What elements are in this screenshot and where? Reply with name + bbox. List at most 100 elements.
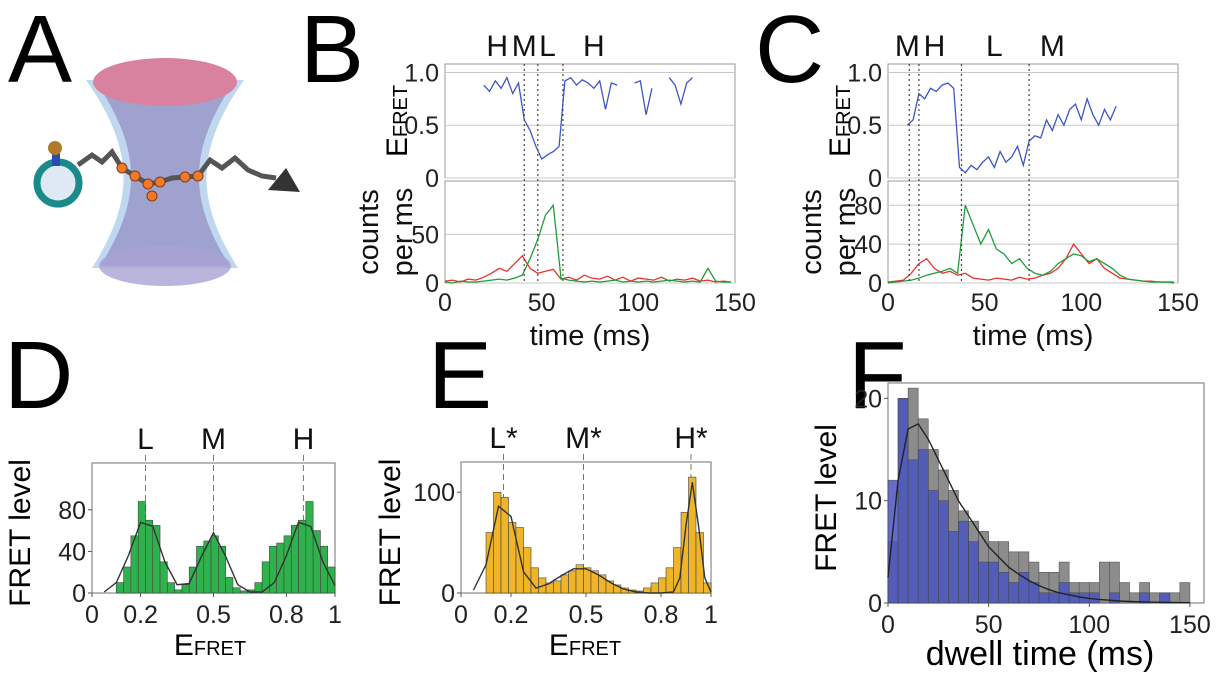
- hist-bar: [978, 561, 989, 604]
- y-tick-label: 20: [854, 385, 882, 413]
- y-tick-label: 0.5: [404, 112, 439, 140]
- hist-bar: [116, 582, 124, 594]
- hist-bar: [673, 547, 682, 594]
- x-tick-label: 0.2: [494, 601, 529, 629]
- hist-bar: [553, 580, 562, 594]
- y-tick-label: 80: [854, 192, 882, 220]
- count-line: [444, 203, 732, 284]
- x-tick-label: 0.8: [644, 601, 679, 629]
- hist-bar: [232, 587, 241, 594]
- state-label: L: [986, 30, 1003, 63]
- axis-label: per ms: [387, 188, 419, 277]
- hist-bar: [305, 501, 314, 594]
- y-tick-label: 1.0: [404, 59, 439, 87]
- axis-label: FRET level: [4, 459, 37, 607]
- hist-bar: [988, 561, 1000, 604]
- y-tick-label: 80: [58, 497, 86, 525]
- state-label: M: [512, 30, 537, 63]
- hist-bar: [312, 530, 321, 594]
- hist-bar: [181, 584, 190, 594]
- hist-bar: [998, 572, 1010, 604]
- plot-frame: [444, 180, 736, 284]
- axis-label: counts: [353, 189, 385, 274]
- dna-chain: [76, 148, 277, 187]
- state-label: M: [201, 423, 226, 456]
- hist-bar: [123, 566, 132, 594]
- fit-curve: [887, 422, 1190, 604]
- axis-label: counts: [796, 189, 828, 274]
- efret-line: [483, 76, 693, 160]
- hist-bar: [298, 519, 307, 594]
- hist-bar: [137, 501, 146, 594]
- x-tick-label: 0: [85, 601, 99, 629]
- y-tick-label: 40: [58, 538, 86, 566]
- hist-bar: [152, 525, 161, 594]
- y-tick-label: 0: [425, 270, 439, 298]
- hist-bar: [1008, 582, 1020, 604]
- x-tick-label: 0.2: [123, 601, 158, 629]
- y-tick-label: 0: [441, 580, 455, 608]
- plot-frame: [887, 180, 1179, 284]
- state-label: H: [293, 423, 315, 456]
- linker: [52, 150, 60, 166]
- y-tick-label: 10: [854, 488, 882, 516]
- trap-bottom: [99, 246, 231, 286]
- hist-bar: [568, 570, 577, 594]
- panel-label: F: [848, 322, 907, 429]
- bead: [33, 158, 83, 208]
- hist-bar: [290, 525, 299, 594]
- state-label: H: [486, 30, 508, 63]
- axis-label-main: E: [381, 137, 414, 157]
- y-tick-label: 50: [411, 221, 439, 249]
- hist-bar: [225, 577, 234, 594]
- panel-label: D: [4, 322, 73, 429]
- panel-label: B: [300, 0, 364, 103]
- illustration: [33, 58, 300, 286]
- x-tick-label: 0.8: [269, 601, 304, 629]
- trap-inner: [96, 82, 234, 266]
- state-label: M: [1040, 30, 1065, 63]
- axis-label: EFRET: [824, 85, 857, 157]
- hist-bar: [1119, 582, 1130, 604]
- hist-bar: [927, 490, 939, 604]
- y-tick-label: 1.0: [847, 59, 882, 87]
- axis-label-main: E: [549, 629, 569, 662]
- x-tick-label: 0: [881, 289, 895, 317]
- hist-bar: [1179, 582, 1191, 604]
- count-line: [444, 254, 732, 283]
- fit-curve: [103, 521, 336, 593]
- axis-label: FRET level: [810, 424, 843, 572]
- anchor: [268, 168, 300, 192]
- hist-bar: [239, 590, 248, 594]
- state-label: L*: [489, 422, 518, 455]
- hist-bar: [210, 535, 219, 594]
- efret-line: [906, 82, 1117, 174]
- panel-label: E: [428, 322, 492, 429]
- axis-label: time (ms): [530, 320, 651, 352]
- hist-bar: [897, 398, 909, 604]
- axis-label-main: E: [174, 629, 194, 662]
- hist-bar: [907, 459, 919, 604]
- protein: [48, 141, 62, 155]
- plot-frame: [444, 63, 736, 179]
- axis-label-sub: FRET: [833, 85, 855, 137]
- axis-label: per ms: [830, 188, 862, 277]
- axis-label: EFRET: [549, 629, 621, 662]
- y-tick-label: 0: [425, 165, 439, 193]
- hist-bar: [968, 541, 979, 604]
- x-tick-label: 150: [714, 289, 756, 317]
- hist-bar: [145, 519, 154, 594]
- state-label: H*: [674, 422, 708, 455]
- axis-label-sub: FRET: [390, 85, 412, 137]
- hist-bar: [658, 577, 667, 594]
- y-tick-label: 40: [854, 231, 882, 259]
- x-tick-label: 50: [971, 289, 999, 317]
- x-tick-label: 0.5: [569, 601, 604, 629]
- hist-bar: [938, 500, 949, 604]
- axis-label-main: E: [824, 137, 857, 157]
- hist-bar: [958, 520, 969, 604]
- hist-bar: [1068, 592, 1080, 604]
- dyes: [116, 162, 204, 202]
- hist-bar: [583, 567, 592, 594]
